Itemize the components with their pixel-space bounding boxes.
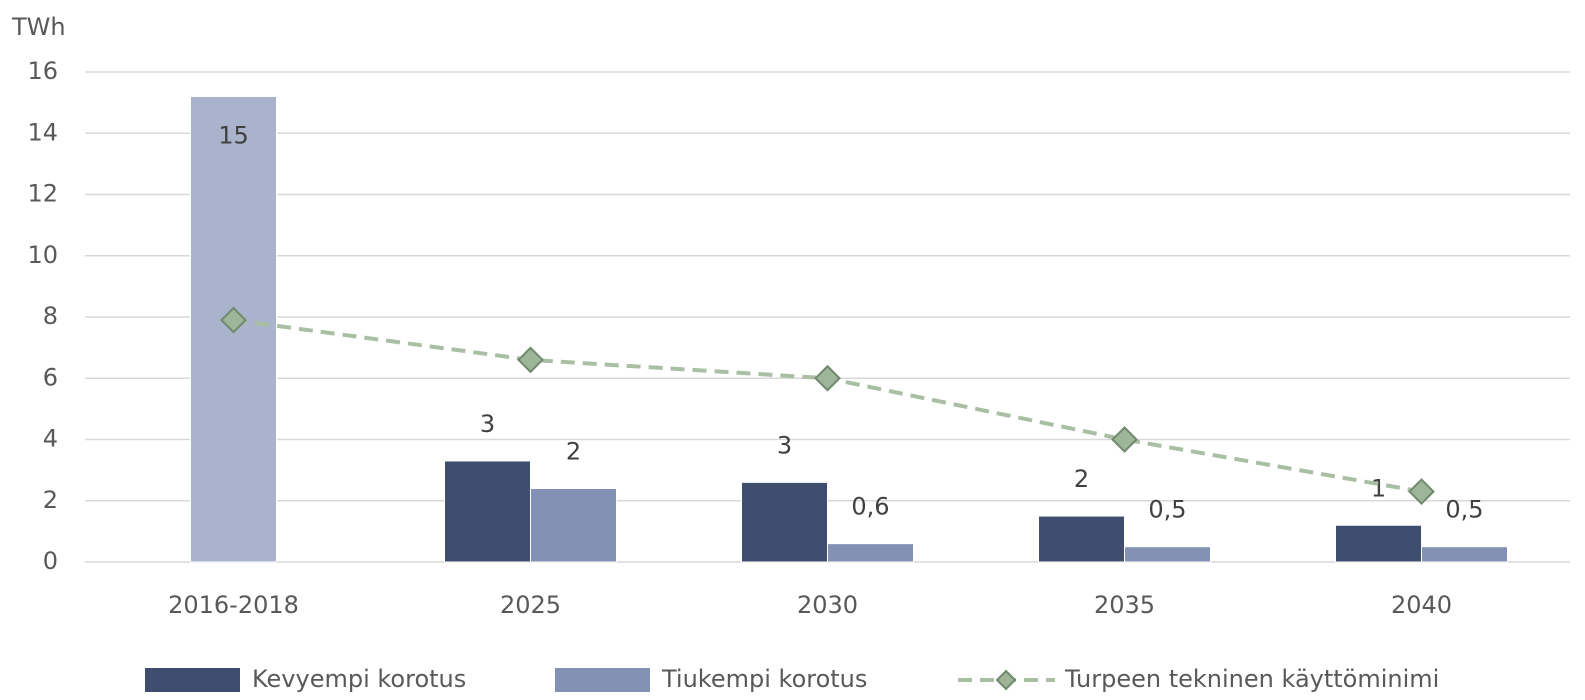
marker bbox=[220, 306, 247, 334]
marker bbox=[517, 346, 544, 374]
legend-label: Turpeen tekninen käyttöminimi bbox=[1064, 665, 1439, 693]
bar bbox=[827, 543, 914, 563]
y-tick-label: 12 bbox=[27, 180, 58, 208]
legend-swatch bbox=[555, 668, 650, 692]
bar bbox=[190, 96, 277, 563]
y-tick-label: 2 bbox=[43, 486, 58, 514]
y-tick-label: 14 bbox=[27, 118, 58, 146]
legend-swatch bbox=[145, 668, 240, 692]
y-tick-label: 0 bbox=[43, 547, 58, 575]
bar bbox=[1124, 546, 1211, 563]
value-label: 1 bbox=[1371, 474, 1386, 502]
legend-marker bbox=[995, 669, 1017, 691]
y-tick-label: 4 bbox=[43, 425, 58, 453]
bar bbox=[1335, 524, 1422, 563]
marker bbox=[1408, 478, 1435, 505]
y-tick-label: 10 bbox=[27, 241, 58, 269]
legend-label: Tiukempi korotus bbox=[661, 665, 867, 693]
y-tick-label: 8 bbox=[43, 302, 58, 330]
value-label: 3 bbox=[777, 431, 792, 459]
marker bbox=[1111, 426, 1138, 453]
bar bbox=[444, 460, 531, 563]
y-tick-label: 16 bbox=[27, 57, 58, 85]
legend-label: Kevyempi korotus bbox=[252, 665, 466, 693]
bar bbox=[741, 481, 828, 563]
x-tick-label: 2025 bbox=[500, 591, 561, 619]
y-axis-label: TWh bbox=[11, 13, 66, 41]
x-tick-label: 2016-2018 bbox=[168, 591, 299, 619]
x-tick-label: 2040 bbox=[1391, 591, 1452, 619]
value-label: 0,5 bbox=[1148, 496, 1186, 524]
line bbox=[233, 318, 1422, 494]
value-label: 3 bbox=[480, 410, 495, 438]
value-label: 2 bbox=[1074, 465, 1089, 493]
value-label: 2 bbox=[566, 438, 581, 466]
x-tick-label: 2030 bbox=[797, 591, 858, 619]
bar bbox=[1038, 515, 1125, 563]
value-label: 0,6 bbox=[851, 493, 889, 521]
y-tick-label: 6 bbox=[43, 363, 58, 391]
bar bbox=[530, 488, 617, 563]
value-label: 15 bbox=[218, 122, 249, 150]
value-label: 0,5 bbox=[1445, 496, 1483, 524]
bar bbox=[1421, 546, 1508, 563]
marker bbox=[814, 364, 841, 392]
x-tick-label: 2035 bbox=[1094, 591, 1155, 619]
